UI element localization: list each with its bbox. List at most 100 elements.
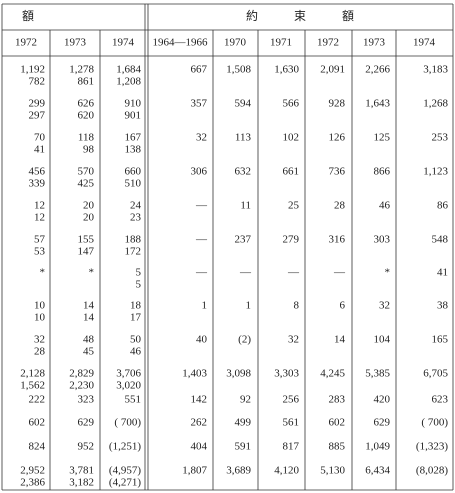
cell: 256 — [283, 394, 300, 406]
cell: 861 — [78, 76, 95, 88]
cell: * — [40, 267, 46, 279]
cell: 279 — [283, 234, 300, 246]
column-year: 1973 — [363, 37, 386, 49]
cell: 2,266 — [365, 64, 390, 76]
cell: 46 — [379, 200, 391, 212]
cell: 113 — [235, 132, 252, 144]
cell: 32 — [196, 132, 207, 144]
cell: 11 — [240, 200, 251, 212]
cell: 28 — [334, 200, 346, 212]
cell: 1,268 — [423, 98, 448, 110]
cell: 6,705 — [423, 368, 448, 380]
cell: 660 — [125, 166, 142, 178]
cell: — — [239, 267, 252, 279]
cell: 2,128 — [20, 368, 45, 380]
cell: 188 — [125, 234, 142, 246]
cell: 28 — [34, 346, 46, 358]
cell: 10 — [34, 312, 46, 324]
cell: 98 — [83, 144, 95, 156]
cell: 1,049 — [365, 441, 390, 453]
cell: 3,781 — [69, 465, 94, 477]
cell: (2) — [238, 334, 251, 346]
cell: 222 — [29, 394, 46, 406]
left-title: 額 — [22, 9, 34, 23]
cell: 147 — [78, 246, 95, 258]
cell: 885 — [329, 441, 346, 453]
cell: 548 — [432, 234, 449, 246]
cell: ( 700) — [114, 417, 141, 429]
cell: 86 — [437, 200, 449, 212]
cell: 667 — [191, 64, 208, 76]
cell: (4,957) — [109, 465, 141, 477]
cell: 125 — [374, 132, 391, 144]
cell: 1,508 — [226, 64, 251, 76]
cell: 6,434 — [365, 465, 390, 477]
cell: 591 — [235, 441, 252, 453]
cell: 1,684 — [116, 64, 141, 76]
cell: — — [333, 267, 346, 279]
cell: 3,020 — [116, 380, 141, 392]
cell: 6 — [340, 300, 346, 312]
column-year: 1974 — [112, 37, 135, 49]
cell: 2,952 — [20, 465, 45, 477]
cell: 3,303 — [274, 368, 299, 380]
cell: 32 — [379, 300, 390, 312]
right-title: 約 束 額 — [246, 8, 354, 23]
cell: 952 — [78, 441, 95, 453]
cell: 10 — [34, 300, 46, 312]
cell: 1,403 — [182, 368, 207, 380]
cell: 118 — [78, 132, 95, 144]
cell: (1,323) — [416, 441, 448, 453]
cell: 626 — [78, 98, 95, 110]
cell: 126 — [329, 132, 346, 144]
cell: 5 — [136, 267, 142, 279]
cell: 24 — [130, 200, 142, 212]
cell: 40 — [196, 334, 208, 346]
cell: 17 — [130, 312, 142, 324]
cell: 357 — [191, 98, 208, 110]
cell: 1,807 — [182, 465, 207, 477]
cell: 2,829 — [69, 368, 94, 380]
cell: 425 — [78, 178, 95, 190]
cell: 237 — [235, 234, 252, 246]
cell: 299 — [29, 98, 46, 110]
cell: 32 — [34, 334, 45, 346]
cell: 499 — [235, 417, 252, 429]
cell: 138 — [125, 144, 142, 156]
cell: 41 — [437, 267, 448, 279]
cell: 736 — [329, 166, 346, 178]
cell: — — [195, 200, 208, 212]
column-year: 1964—1966 — [153, 37, 209, 49]
cell: 104 — [374, 334, 391, 346]
cell: 12 — [34, 212, 45, 224]
cell: 1,562 — [20, 380, 45, 392]
cell: 57 — [34, 234, 46, 246]
cell: 323 — [78, 394, 95, 406]
cell: 172 — [125, 246, 142, 258]
cell: 14 — [83, 312, 95, 324]
cell: 2,386 — [20, 477, 45, 489]
cell: * — [385, 267, 391, 279]
cell: (1,251) — [109, 441, 141, 453]
cell: 262 — [191, 417, 208, 429]
cell: 5,385 — [365, 368, 390, 380]
cell: 2,230 — [69, 380, 94, 392]
cell: 551 — [125, 394, 142, 406]
cell: — — [195, 234, 208, 246]
cell: 4,245 — [320, 368, 345, 380]
cell: 1 — [202, 300, 208, 312]
cell: 5,130 — [320, 465, 345, 477]
cell: — — [287, 267, 300, 279]
cell: 566 — [283, 98, 300, 110]
cell: 46 — [130, 346, 142, 358]
cell: 910 — [125, 98, 142, 110]
column-year: 1970 — [224, 37, 247, 49]
cell: 3,182 — [69, 477, 94, 489]
cell: 420 — [374, 394, 391, 406]
cell: 20 — [83, 200, 95, 212]
cell: 602 — [29, 417, 46, 429]
cell: — — [195, 267, 208, 279]
cell: 901 — [125, 110, 142, 122]
column-year: 1971 — [270, 37, 292, 49]
